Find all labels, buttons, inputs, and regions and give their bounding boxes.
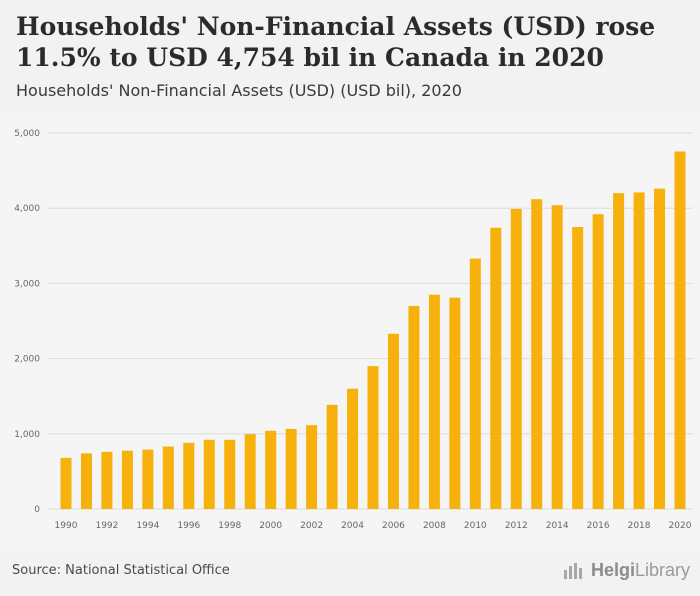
bar-2004[interactable] [347, 388, 359, 509]
bar-1993[interactable] [121, 450, 133, 509]
bar-2020[interactable] [674, 151, 686, 510]
bar-1992[interactable] [101, 451, 113, 509]
brand-logo[interactable]: Helgi Library [563, 560, 690, 581]
header-panel [0, 0, 700, 113]
bar-2006[interactable] [387, 333, 399, 509]
bar-2012[interactable] [510, 208, 522, 509]
x-tick-label: 2010 [464, 521, 487, 531]
bar-1991[interactable] [80, 453, 92, 509]
x-tick-label: 1994 [136, 521, 159, 531]
bar-1997[interactable] [203, 439, 215, 509]
x-tick-label: 1996 [177, 521, 200, 531]
x-tick-label: 2016 [587, 521, 610, 531]
bar-1995[interactable] [162, 446, 174, 509]
x-tick-label: 2018 [628, 521, 651, 531]
bar-2016[interactable] [592, 214, 604, 509]
bar-1999[interactable] [244, 434, 256, 509]
x-tick-label: 2000 [259, 521, 282, 531]
x-tick-label: 2006 [382, 521, 405, 531]
bar-1994[interactable] [142, 449, 154, 509]
bar-2014[interactable] [551, 205, 563, 509]
bar-1998[interactable] [224, 439, 236, 509]
bar-2001[interactable] [285, 428, 297, 509]
bar-2008[interactable] [428, 294, 440, 509]
brand-name-helgi: Helgi [590, 560, 635, 580]
bar-2011[interactable] [490, 227, 502, 509]
y-tick-label: 4,000 [14, 204, 40, 214]
x-tick-label: 2004 [341, 521, 364, 531]
bar-2007[interactable] [408, 305, 420, 509]
bar-2010[interactable] [469, 258, 481, 509]
y-tick-label: 0 [34, 505, 40, 515]
bar-2017[interactable] [613, 193, 625, 509]
y-axis-labels: 0 1,000 2,000 3,000 4,000 5,000 [14, 129, 40, 515]
bar-2003[interactable] [326, 404, 338, 509]
x-tick-label: 2008 [423, 521, 446, 531]
y-tick-label: 1,000 [14, 430, 40, 440]
bar-2015[interactable] [572, 227, 584, 509]
bar-2000[interactable] [265, 430, 277, 509]
bar-2005[interactable] [367, 366, 379, 509]
bar-2013[interactable] [531, 199, 543, 509]
bar-2019[interactable] [654, 188, 666, 509]
bar-2002[interactable] [306, 425, 318, 509]
y-tick-label: 5,000 [14, 129, 40, 139]
x-axis-labels: 1990 1992 1994 1996 1998 2000 2002 2004 2006 2008… [55, 521, 692, 531]
bars [60, 151, 686, 510]
x-tick-label: 2014 [546, 521, 569, 531]
source-note: Source: National Statistical Office [12, 563, 230, 578]
bar-1996[interactable] [183, 442, 195, 509]
y-tick-label: 3,000 [14, 279, 40, 289]
x-tick-label: 2012 [505, 521, 528, 531]
bar-2009[interactable] [449, 297, 461, 509]
library-columns-icon [563, 562, 586, 579]
x-tick-label: 1998 [218, 521, 241, 531]
bar-1990[interactable] [60, 457, 72, 509]
x-tick-label: 1992 [95, 521, 118, 531]
x-tick-label: 2020 [669, 521, 692, 531]
bar-2018[interactable] [633, 192, 645, 509]
y-tick-label: 2,000 [14, 355, 40, 365]
x-tick-label: 2002 [300, 521, 323, 531]
brand-name-library: Library [634, 560, 690, 580]
chart-subtitle: Households' Non-Financial Assets (USD) (… [16, 81, 462, 100]
chart-title: Households' Non-Financial Assets (USD) r… [16, 12, 656, 72]
x-tick-label: 1990 [55, 521, 78, 531]
footer-panel [0, 551, 700, 596]
